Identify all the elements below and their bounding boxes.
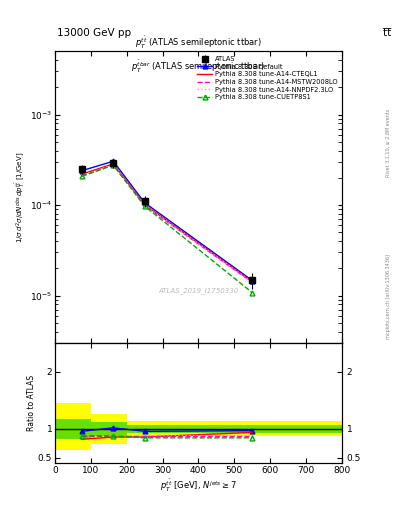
Pythia 8.308 default <box>111 158 116 164</box>
Line: Pythia 8.308 default: Pythia 8.308 default <box>79 159 255 283</box>
Pythia 8.308 tune-CUETP8S1 <box>79 173 84 179</box>
Legend: ATLAS, Pythia 8.308 default, Pythia 8.308 tune-A14-CTEQL1, Pythia 8.308 tune-A14: ATLAS, Pythia 8.308 default, Pythia 8.30… <box>196 55 339 101</box>
Pythia 8.308 tune-A14-CTEQL1 <box>142 202 147 208</box>
Pythia 8.308 default <box>79 167 84 174</box>
Text: 13000 GeV pp: 13000 GeV pp <box>57 28 131 38</box>
Pythia 8.308 default <box>142 200 147 206</box>
Pythia 8.308 tune-A14-MSTW2008LO <box>142 203 147 209</box>
Title: $p_T^{t\bar{t}}$ (ATLAS semileptonic ttbar): $p_T^{t\bar{t}}$ (ATLAS semileptonic ttb… <box>135 35 262 51</box>
Pythia 8.308 tune-A14-CTEQL1 <box>79 171 84 177</box>
X-axis label: $p^{t\bar{t}}_{T}$ [GeV], $N^{jets} \geq 7$: $p^{t\bar{t}}_{T}$ [GeV], $N^{jets} \geq… <box>160 478 237 494</box>
Pythia 8.308 tune-A14-MSTW2008LO <box>111 162 116 168</box>
Pythia 8.308 tune-A14-MSTW2008LO <box>250 280 255 286</box>
Pythia 8.308 tune-CUETP8S1 <box>142 203 147 209</box>
Pythia 8.308 tune-CUETP8S1 <box>111 162 116 168</box>
Text: Rivet 3.1.10, ≥ 2.8M events: Rivet 3.1.10, ≥ 2.8M events <box>386 109 391 178</box>
Pythia 8.308 tune-A14-CTEQL1 <box>111 161 116 167</box>
Line: Pythia 8.308 tune-A14-MSTW2008LO: Pythia 8.308 tune-A14-MSTW2008LO <box>82 165 252 283</box>
Pythia 8.308 tune-A14-NNPDF2.3LO <box>250 279 255 285</box>
Pythia 8.308 tune-A14-NNPDF2.3LO <box>142 202 147 208</box>
Pythia 8.308 tune-A14-MSTW2008LO <box>79 173 84 179</box>
Text: t̅t̅: t̅t̅ <box>383 28 391 38</box>
Text: mcplots.cern.ch [arXiv:1306.3436]: mcplots.cern.ch [arXiv:1306.3436] <box>386 254 391 339</box>
Line: Pythia 8.308 tune-A14-NNPDF2.3LO: Pythia 8.308 tune-A14-NNPDF2.3LO <box>82 164 252 282</box>
Y-axis label: $1 / \sigma\, d^2\sigma / dN^{obs}\, dp^{t\bar{t}}_{T}$ [1/GeV]: $1 / \sigma\, d^2\sigma / dN^{obs}\, dp^… <box>15 152 28 243</box>
Text: $p_T^{\bar{t}bar}$ (ATLAS semileptonic ttbar): $p_T^{\bar{t}bar}$ (ATLAS semileptonic t… <box>131 58 266 75</box>
Pythia 8.308 tune-A14-NNPDF2.3LO <box>79 173 84 179</box>
Y-axis label: Ratio to ATLAS: Ratio to ATLAS <box>28 375 37 431</box>
Line: Pythia 8.308 tune-A14-CTEQL1: Pythia 8.308 tune-A14-CTEQL1 <box>82 164 252 282</box>
Line: Pythia 8.308 tune-CUETP8S1: Pythia 8.308 tune-CUETP8S1 <box>79 163 255 295</box>
Text: ATLAS_2019_I1750330: ATLAS_2019_I1750330 <box>158 287 239 294</box>
Pythia 8.308 tune-A14-NNPDF2.3LO <box>111 161 116 167</box>
Pythia 8.308 default <box>250 278 255 284</box>
Pythia 8.308 tune-A14-CTEQL1 <box>250 279 255 285</box>
Pythia 8.308 tune-CUETP8S1 <box>250 290 255 296</box>
